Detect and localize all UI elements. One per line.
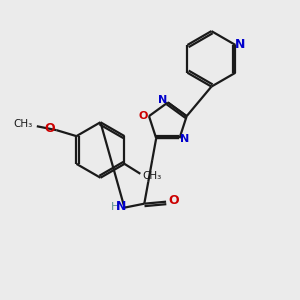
Text: CH₃: CH₃ xyxy=(13,119,33,129)
Text: N: N xyxy=(235,38,246,52)
Text: N: N xyxy=(180,134,189,144)
Text: O: O xyxy=(138,111,148,121)
Text: H: H xyxy=(110,202,119,212)
Text: CH₃: CH₃ xyxy=(142,171,162,181)
Text: N: N xyxy=(116,200,127,213)
Text: O: O xyxy=(169,194,179,207)
Text: O: O xyxy=(44,122,55,135)
Text: N: N xyxy=(158,95,167,106)
